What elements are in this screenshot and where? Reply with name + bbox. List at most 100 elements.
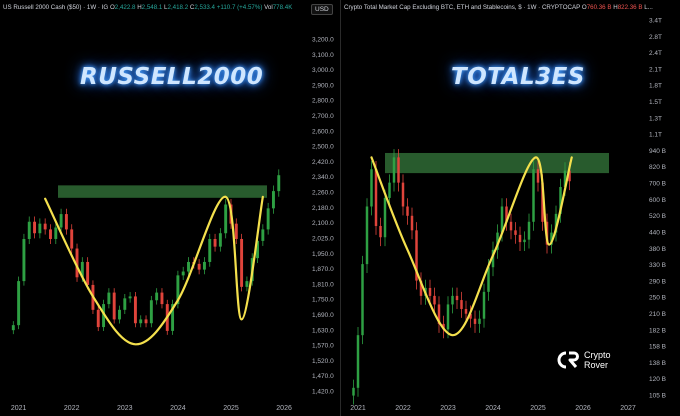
candle-body <box>487 267 490 292</box>
y-axis-tick-label: 2,180.0 <box>312 205 334 212</box>
candle-body <box>563 170 567 188</box>
candle-body <box>80 261 84 278</box>
y-axis-tick-label: 2.8T <box>649 34 662 41</box>
candle-body <box>70 229 74 249</box>
candle-body <box>509 221 513 231</box>
candle-body <box>240 238 244 287</box>
y-axis-tick-label: 2,420.0 <box>312 159 334 166</box>
left-chart-svg[interactable]: 3,200.0 3,100.0 3,000.0 2,900.0 2,800.0 2,700… <box>0 0 340 416</box>
y-axis-tick-label: 1,950.0 <box>312 251 334 258</box>
candle-body <box>271 191 275 209</box>
candle-body <box>266 208 270 230</box>
resistance-zone <box>58 185 267 198</box>
right-high-value: 822.36 B <box>617 4 643 11</box>
y-axis-tick-label: 210 B <box>649 311 666 318</box>
candle-body <box>536 169 540 183</box>
candle-body <box>181 271 185 276</box>
right-chart-header: Crypto Total Market Cap Excluding BTC, E… <box>344 4 653 11</box>
y-axis-tick-label: 2.1T <box>649 66 662 73</box>
candle-body <box>397 157 400 183</box>
y-axis-tick-label: 3,200.0 <box>312 37 334 44</box>
brand-line-1: Crypto <box>584 350 611 360</box>
candle-body <box>383 197 387 238</box>
candle-body <box>365 206 369 265</box>
candle-body <box>433 295 436 305</box>
candle-body <box>133 296 137 324</box>
y-axis-tick-label: 520 B <box>649 213 666 220</box>
x-axis-tick-label: 2023 <box>117 405 133 412</box>
y-axis-tick-label: 1.1T <box>649 132 662 139</box>
y-axis-tick-label: 2,340.0 <box>312 174 334 181</box>
y-axis-tick-label: 3,100.0 <box>312 52 334 59</box>
y-axis-tick-label: 1.8T <box>649 83 662 90</box>
candle-body <box>139 319 143 324</box>
left-high-label: H <box>137 4 142 11</box>
right-open-value: 760.36 B <box>586 4 612 11</box>
candle-body <box>419 280 423 296</box>
x-axis-tick-label: 2025 <box>223 405 239 412</box>
candle-body <box>361 264 364 336</box>
x-axis-tick-label: 2022 <box>395 405 411 412</box>
candle-body <box>514 230 517 235</box>
y-axis-tick-label: 940 B <box>649 148 666 155</box>
left-currency-button[interactable]: USD <box>311 4 333 15</box>
y-axis-tick-label: 290 B <box>649 278 666 285</box>
candle-body <box>234 223 238 239</box>
total3es-chart-pane: Crypto Total Market Cap Excluding BTC, E… <box>340 0 680 416</box>
y-axis-tick-label: 3,000.0 <box>312 67 334 74</box>
right-instrument-name: Crypto Total Market Cap Excluding BTC, E… <box>344 4 581 11</box>
candle-body <box>541 182 544 222</box>
brand-line-2: Rover <box>584 360 609 370</box>
candle-body <box>352 387 355 396</box>
left-instrument-name: US Russell 2000 Cash ($50) · 1W · IG <box>3 4 109 11</box>
y-axis-tick-label: 138 B <box>649 360 666 367</box>
cup-and-handle-curve <box>44 195 264 346</box>
candle-body <box>11 325 15 331</box>
y-axis-tick-label: 1,870.0 <box>312 266 334 273</box>
total3es-overlay-title: TOTAL3ES <box>451 64 585 90</box>
y-axis-tick-label: 2,100.0 <box>312 220 334 227</box>
y-axis-tick-label: 1,470.0 <box>312 373 334 380</box>
y-axis-tick-label: 2,800.0 <box>312 98 334 105</box>
y-axis-tick-label: 600 B <box>649 197 666 204</box>
candle-body <box>527 221 531 240</box>
candle-body <box>442 323 445 330</box>
y-axis-tick-label: 1,420.0 <box>312 389 334 396</box>
y-axis-tick-label: 2.4T <box>649 50 662 57</box>
candle-body <box>38 223 42 234</box>
left-low-value: 2,418.2 <box>167 4 189 11</box>
x-axis-tick-label: 2023 <box>440 405 456 412</box>
candle-body <box>171 304 175 331</box>
candle-body <box>500 206 504 233</box>
candle-body <box>22 238 26 282</box>
x-axis-tick-label: 2026 <box>276 405 292 412</box>
left-close-label: C <box>189 4 195 11</box>
x-axis-tick-label: 2025 <box>530 405 546 412</box>
candle-body <box>75 248 79 278</box>
right-high-label: H <box>613 4 618 11</box>
y-axis-tick-label: 2,025.0 <box>312 235 334 242</box>
candle-body <box>33 221 37 234</box>
candle-body <box>401 182 405 207</box>
candle-body <box>410 215 414 231</box>
resistance-zone <box>385 152 609 174</box>
russell-chart-pane: US Russell 2000 Cash ($50) · 1W · IG O 2,… <box>0 0 340 416</box>
candle-body <box>224 204 228 234</box>
right-chart-svg[interactable]: 3.4T 2.8T 2.4T 2.1T 1.8T 1.5T 1.3T 1.1T 940 B 820… <box>341 0 680 416</box>
y-axis-tick-label: 2,700.0 <box>312 113 334 120</box>
candle-body <box>482 291 486 319</box>
candle-body <box>559 187 562 214</box>
x-axis-tick-label: 2021 <box>350 405 366 412</box>
y-axis-tick-label: 2,260.0 <box>312 190 334 197</box>
candle-body <box>505 206 508 222</box>
candle-body <box>437 304 441 324</box>
y-axis-tick-label: 2,600.0 <box>312 128 334 135</box>
candle-body <box>261 229 265 241</box>
candle-body <box>491 249 495 268</box>
candle-body <box>256 240 259 259</box>
candle-body <box>478 318 481 324</box>
x-axis-tick-label: 2026 <box>575 405 591 412</box>
candle-body <box>96 309 100 328</box>
left-open-label: O <box>109 4 115 11</box>
y-axis-tick-label: 1,810.0 <box>312 281 334 288</box>
